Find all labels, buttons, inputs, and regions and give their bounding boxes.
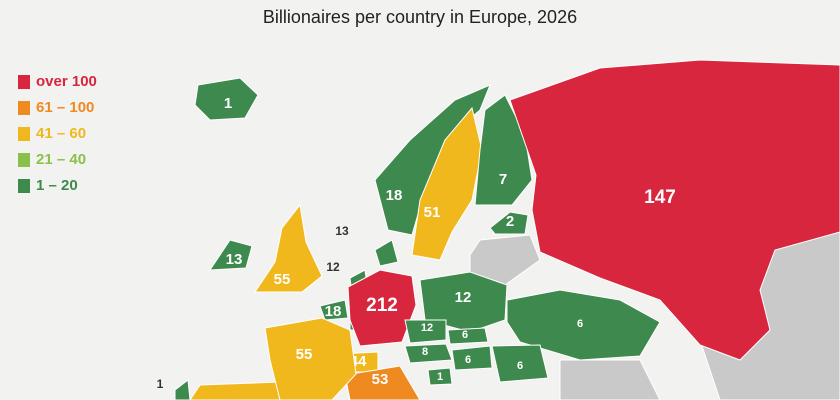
country <box>344 365 421 400</box>
country-value: 51 <box>424 204 441 221</box>
legend-label: 41 – 60 <box>36 125 86 142</box>
country <box>451 345 493 371</box>
country <box>447 327 489 345</box>
country-value: 1 <box>224 95 232 112</box>
country-value: 1 <box>437 371 443 383</box>
legend-swatch <box>18 75 30 89</box>
country <box>194 77 259 121</box>
country-value: 6 <box>577 318 583 330</box>
country <box>404 319 447 344</box>
country <box>404 343 453 364</box>
country-value: 13 <box>226 251 243 268</box>
legend-swatch <box>18 179 30 193</box>
country-value: 12 <box>455 289 472 306</box>
country <box>491 344 549 383</box>
legend-swatch <box>18 101 30 115</box>
country-value: 6 <box>465 354 471 366</box>
country <box>264 317 357 400</box>
country <box>174 379 191 400</box>
legend-label: over 100 <box>36 73 97 90</box>
legend-swatch <box>18 153 30 167</box>
country-value: 8 <box>422 346 428 358</box>
country <box>509 59 840 361</box>
country-value: 18 <box>325 303 342 320</box>
legend-label: 21 – 40 <box>36 151 86 168</box>
legend-swatch <box>18 127 30 141</box>
country-value: 6 <box>517 360 523 372</box>
country-value: 55 <box>274 271 291 288</box>
country-value: 7 <box>499 171 507 188</box>
country-value: 12 <box>326 260 340 274</box>
country <box>489 211 529 235</box>
country <box>427 367 453 386</box>
country-value: 53 <box>372 371 389 388</box>
country-value: 12 <box>421 322 433 334</box>
country-value: 2 <box>506 213 514 230</box>
country-value: 13 <box>335 224 349 238</box>
country <box>319 299 349 321</box>
country-value: 1 <box>157 377 164 391</box>
country-value: 212 <box>366 295 398 316</box>
country-value: 55 <box>296 346 313 363</box>
title: Billionaires per country in Europe, 2026 <box>263 7 577 27</box>
spain <box>189 381 291 400</box>
country-value: 18 <box>386 187 403 204</box>
legend-label: 61 – 100 <box>36 99 94 116</box>
country <box>209 239 253 271</box>
country <box>374 239 399 267</box>
country-value: 6 <box>462 329 468 341</box>
legend-label: 1 – 20 <box>36 177 78 194</box>
country-value: 147 <box>644 187 676 208</box>
country <box>254 203 323 293</box>
country <box>506 289 661 361</box>
